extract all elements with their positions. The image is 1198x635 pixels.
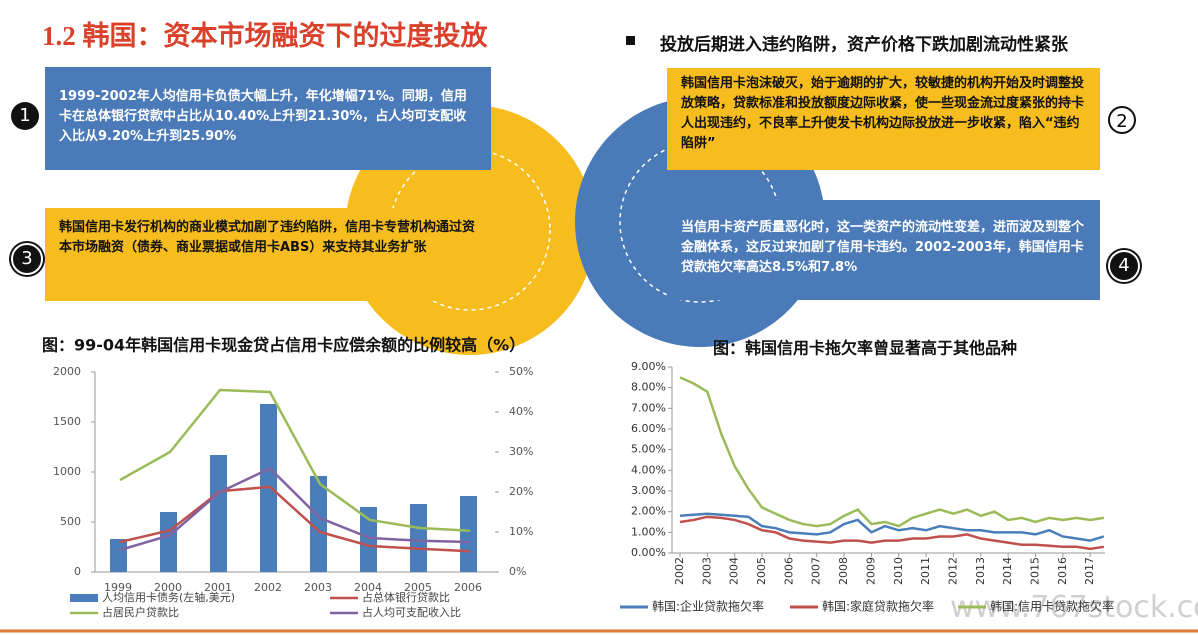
x-tick-label: 2006 (454, 581, 482, 594)
x-tick-label: 2011 (919, 557, 932, 585)
x-tick-label: 2012 (946, 557, 959, 585)
y-tick-label: 9.00% (631, 360, 666, 373)
step-number: 2 (1108, 106, 1136, 134)
chart-title: 图：韩国信用卡拖欠率曾显著高于其他品种 (713, 339, 1017, 358)
y2-tick-label: 30% (509, 445, 533, 458)
x-tick-label: 2015 (1028, 557, 1041, 585)
bar (310, 476, 327, 572)
x-tick-label: 2009 (864, 557, 877, 585)
line (679, 515, 1105, 551)
text-box: 韩国信用卡泡沫破灭，始于逾期的扩大，较敏捷的机构开始及时调整投放策略，贷款标准和… (667, 68, 1100, 170)
y-tick-label: 5.00% (631, 443, 666, 456)
bar (460, 496, 477, 572)
bar (160, 512, 177, 572)
y-tick-label: 1500 (53, 415, 81, 428)
legend-label: 韩国:信用卡贷款拖欠率 (990, 599, 1114, 614)
bullet (626, 36, 635, 45)
y2-tick-label: 40% (509, 405, 533, 418)
line (119, 466, 471, 552)
x-tick-label: 2007 (810, 557, 823, 585)
y-tick-label: 2.00% (631, 505, 666, 518)
x-tick-label: 2014 (1001, 557, 1014, 585)
x-tick-label: 2006 (782, 557, 795, 585)
bar (360, 507, 377, 572)
chart-title: 图：99-04年韩国信用卡现金贷占信用卡应偿余额的比例较高（%） (42, 336, 525, 355)
step-number: 3 (11, 243, 43, 275)
x-tick-label: 2013 (974, 557, 987, 585)
text-box: 1999-2002年人均信用卡负债大幅上升，年化增幅71%。同期，信用卡在总体银… (45, 67, 491, 170)
legend-label: 韩国:家庭贷款拖欠率 (822, 599, 934, 614)
x-tick-label: 2001 (204, 581, 232, 594)
x-tick-label: 2016 (1056, 557, 1069, 585)
slide-title: 1.2 韩国：资本市场融资下的过度投放 (42, 21, 488, 51)
x-tick-label: 1999 (104, 581, 132, 594)
x-tick-label: 2003 (700, 557, 713, 585)
x-tick-label: 2003 (304, 581, 332, 594)
line (679, 512, 1105, 542)
y-tick-label: 1.00% (631, 525, 666, 538)
y-tick-label: 6.00% (631, 422, 666, 435)
legend-label: 占人均可支配收入比 (362, 605, 461, 619)
legend-label: 韩国:企业贷款拖欠率 (652, 599, 764, 614)
y-tick-label: 3.00% (631, 484, 666, 497)
step-number: 1 (11, 102, 39, 130)
y-tick-label: 1000 (53, 465, 81, 478)
y2-tick-label: 10% (509, 525, 533, 538)
y-tick-label: 4.00% (631, 463, 666, 476)
y2-tick-label: 0% (509, 565, 526, 578)
x-tick-label: 2002 (254, 581, 282, 594)
legend-label: 占居民户贷款比 (102, 605, 179, 619)
y-tick-label: 7.00% (631, 401, 666, 414)
legend-swatch (70, 594, 98, 602)
bar (210, 455, 227, 572)
x-tick-label: 2017 (1083, 557, 1096, 585)
legend-label: 人均信用卡债务(左轴,美元) (102, 590, 235, 604)
text-box: 韩国信用卡发行机构的商业模式加剧了违约陷阱，信用卡专营机构通过资本市场融资（债券… (45, 208, 491, 301)
y-tick-label: 0 (74, 565, 81, 578)
bar (410, 504, 427, 572)
x-tick-label: 2005 (404, 581, 432, 594)
text-box: 当信用卡资产质量恶化时，这一类资产的流动性变差，进而波及到整个金融体系，这反过来… (667, 200, 1100, 300)
step-number: 4 (1108, 250, 1140, 282)
x-tick-label: 2004 (354, 581, 382, 594)
y2-tick-label: 20% (509, 485, 533, 498)
bar (110, 539, 127, 572)
line (119, 485, 471, 553)
x-tick-label: 2008 (837, 557, 850, 585)
x-tick-label: 2010 (892, 557, 905, 585)
legend-label: 占总体银行贷款比 (362, 590, 450, 604)
x-tick-label: 2000 (154, 581, 182, 594)
x-tick-label: 2002 (673, 557, 686, 585)
y-tick-label: 8.00% (631, 381, 666, 394)
line (679, 376, 1105, 528)
y-tick-label: 500 (60, 515, 81, 528)
header: 投放后期进入违约陷阱，资产价格下跌加剧流动性紧张 (660, 35, 1068, 55)
y2-tick-label: 50% (509, 365, 533, 378)
watermark: www.767stock.com (950, 590, 1198, 625)
x-tick-label: 2004 (728, 557, 741, 585)
y-tick-label: 2000 (53, 365, 81, 378)
line (119, 388, 471, 533)
x-tick-label: 2005 (755, 557, 768, 585)
y-tick-label: 0.00% (631, 546, 666, 559)
